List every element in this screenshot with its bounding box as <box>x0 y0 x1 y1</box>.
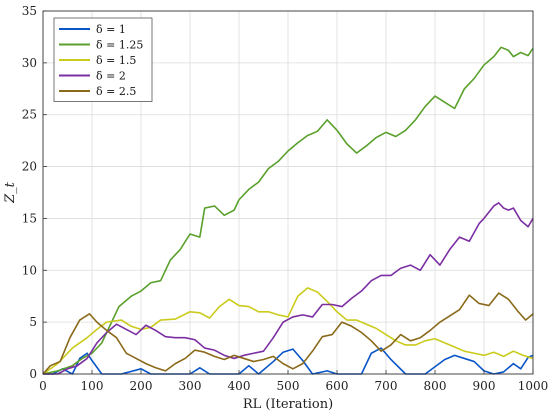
y-tick-label: 35 <box>22 4 37 18</box>
legend-label-3: δ = 1.5 <box>96 54 136 67</box>
legend-label-1: δ = 1 <box>96 23 126 36</box>
x-tick-label: 600 <box>326 379 349 393</box>
legend-label-2: δ = 1.25 <box>96 39 143 52</box>
series-line-4 <box>43 202 534 375</box>
x-axis-label: RL (Iteration) <box>243 397 333 412</box>
y-tick-label: 15 <box>22 211 37 225</box>
legend-label-5: δ = 2.5 <box>96 85 136 98</box>
y-tick-label: 20 <box>22 160 37 174</box>
x-tick-label: 700 <box>375 379 398 393</box>
x-tick-label: 300 <box>179 379 202 393</box>
series-line-5 <box>42 292 534 375</box>
y-axis-label: Z_t <box>3 181 18 204</box>
x-tick-label: 500 <box>277 379 300 393</box>
y-tick-label: 5 <box>29 315 37 329</box>
series-lines <box>42 46 534 375</box>
x-tick-label: 1000 <box>518 379 549 393</box>
x-tick-label: 100 <box>81 379 104 393</box>
y-tick-label: 0 <box>29 367 37 381</box>
tick-labels: 0 100 200 300 400 500 600 700 800 900 1000 0 5 10 15 20… <box>22 4 549 393</box>
x-tick-label: 200 <box>130 379 153 393</box>
y-tick-label: 30 <box>22 56 37 70</box>
legend: δ = 1 δ = 1.25 δ = 1.5 δ = 2 δ = 2.5 <box>53 17 153 102</box>
x-tick-label: 0 <box>39 379 47 393</box>
y-tick-label: 10 <box>22 263 37 277</box>
x-tick-label: 400 <box>228 379 251 393</box>
series-line-1 <box>43 347 534 375</box>
y-tick-label: 25 <box>22 108 37 122</box>
legend-label-4: δ = 2 <box>96 70 126 83</box>
x-tick-label: 800 <box>424 379 447 393</box>
axes <box>42 10 534 375</box>
series-line-2 <box>42 46 534 375</box>
x-tick-label: 900 <box>473 379 496 393</box>
series-line-3 <box>42 287 534 375</box>
